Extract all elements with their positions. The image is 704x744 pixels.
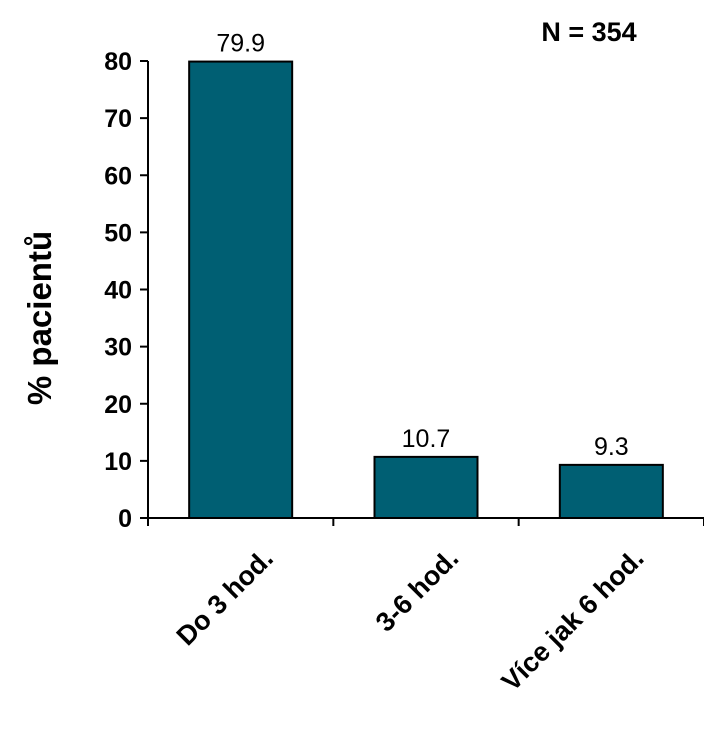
y-tick-label: 40 (104, 277, 132, 305)
x-axis-ticks (147, 518, 704, 526)
bar (373, 455, 479, 519)
bar (558, 463, 664, 519)
data-label: 10.7 (402, 425, 451, 453)
y-tick-label: 0 (118, 505, 132, 533)
category-label: Do 3 hod. (171, 543, 279, 651)
y-tick-label: 80 (104, 48, 132, 76)
bar (188, 60, 294, 519)
y-axis-title: % pacientů (21, 231, 58, 405)
category-labels: Do 3 hod. 3-6 hod. Více jak 6 hod. (171, 543, 650, 697)
y-axis-ticks: 0 10 20 30 40 50 60 70 80 (104, 48, 148, 533)
y-tick-label: 50 (104, 219, 132, 247)
data-label: 79.9 (216, 30, 265, 58)
sample-size-annotation: N = 354 (541, 17, 636, 47)
bars (188, 60, 664, 519)
data-label: 9.3 (594, 433, 629, 461)
y-tick-label: 30 (104, 334, 132, 362)
y-tick-label: 70 (104, 105, 132, 133)
y-tick-label: 20 (104, 391, 132, 419)
y-tick-label: 60 (104, 162, 132, 190)
y-tick-label: 10 (104, 448, 132, 476)
category-label: Více jak 6 hod. (496, 543, 650, 697)
value-labels: 79.9 10.7 9.3 (216, 30, 628, 461)
category-label: 3-6 hod. (370, 543, 464, 637)
